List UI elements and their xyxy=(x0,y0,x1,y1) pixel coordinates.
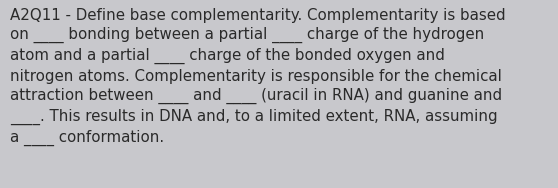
Text: A2Q11 - Define base complementarity. Complementarity is based
on ____ bonding be: A2Q11 - Define base complementarity. Com… xyxy=(10,8,506,146)
